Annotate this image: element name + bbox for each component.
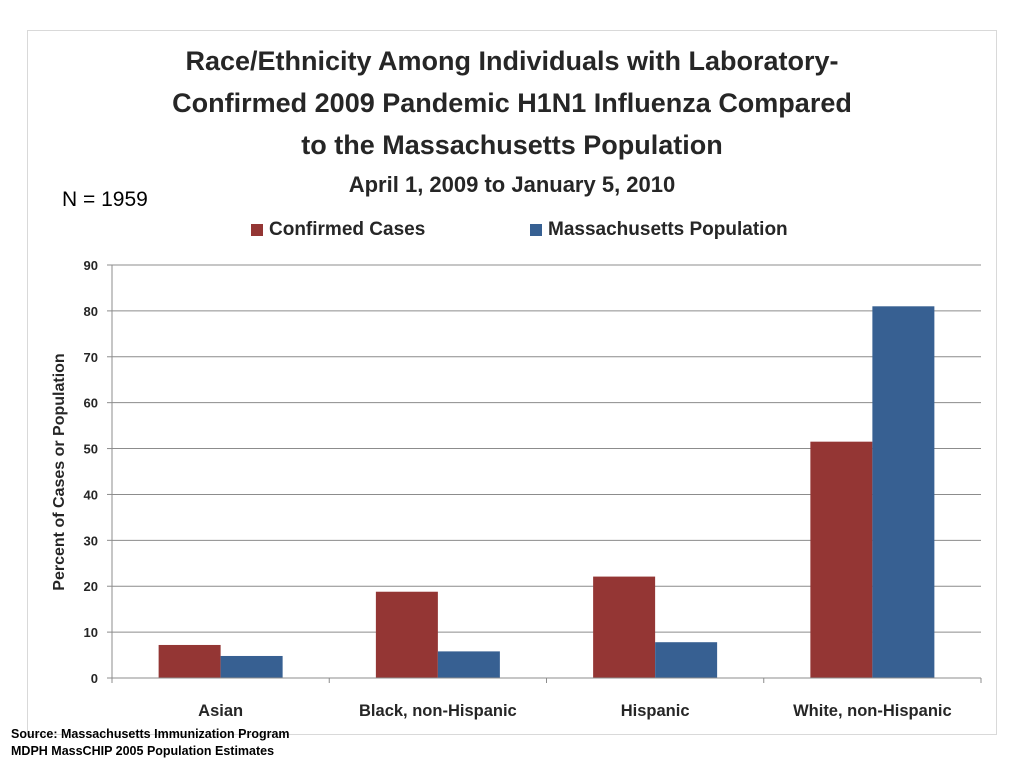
y-axis-label: Percent of Cases or Population — [51, 353, 68, 590]
y-tick-label: 0 — [91, 671, 98, 686]
bar-confirmed-cases — [375, 591, 438, 678]
source-line-2: MDPH MassCHIP 2005 Population Estimates — [11, 744, 275, 758]
bar-massachusetts-population — [872, 306, 935, 678]
bar-confirmed-cases — [593, 576, 656, 678]
y-tick-label: 30 — [84, 533, 98, 548]
legend-item-confirmed-cases: Confirmed Cases — [251, 219, 425, 241]
y-tick-label: 70 — [84, 350, 98, 365]
chart-subtitle: April 1, 2009 to January 5, 2010 — [348, 172, 676, 197]
x-category-label: Hispanic — [621, 702, 690, 720]
y-tick-label: 20 — [84, 579, 98, 594]
chart-title-line-1: Race/Ethnicity Among Individuals with La… — [185, 46, 839, 76]
bar-layer — [158, 306, 935, 678]
chart-frame — [27, 30, 997, 735]
bar-massachusetts-population — [655, 642, 718, 678]
legend-swatch-massachusetts-population — [530, 224, 542, 236]
source-note: Source: Massachusetts Immunization Progr… — [11, 726, 290, 760]
x-category-label: Black, non-Hispanic — [359, 702, 517, 720]
y-tick-label: 90 — [84, 258, 98, 273]
bar-massachusetts-population — [437, 651, 500, 678]
legend-label-confirmed-cases: Confirmed Cases — [269, 219, 426, 240]
sample-size-note: N = 1959 — [62, 188, 148, 211]
axis-layer: 0 10 20 30 40 50 60 70 80 90 Asian Black, non-Hispa… — [84, 258, 982, 720]
legend-label-massachusetts-population: Massachusetts Population — [548, 219, 788, 240]
y-tick-label: 10 — [84, 625, 98, 640]
bar-confirmed-cases — [158, 644, 221, 678]
bar-massachusetts-population — [220, 655, 283, 678]
legend-swatch-confirmed-cases — [251, 224, 263, 236]
legend-item-massachusetts-population: Massachusetts Population — [530, 219, 788, 241]
chart-title-line-2: Confirmed 2009 Pandemic H1N1 Influenza C… — [172, 88, 852, 118]
y-tick-label: 80 — [84, 304, 98, 319]
y-tick-label: 50 — [84, 442, 98, 457]
source-line-1: Source: Massachusetts Immunization Progr… — [11, 727, 290, 741]
y-tick-label: 60 — [84, 396, 98, 411]
bar-confirmed-cases — [810, 441, 873, 678]
chart-title-line-3: to the Massachusetts Population — [301, 130, 723, 160]
y-tick-label: 40 — [84, 487, 98, 502]
x-category-label: White, non-Hispanic — [793, 702, 952, 720]
x-category-label: Asian — [198, 702, 243, 720]
